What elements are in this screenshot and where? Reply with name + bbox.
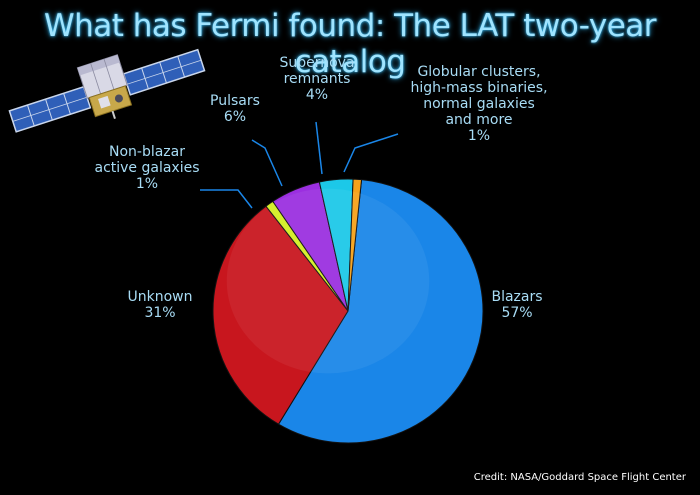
slice-label-line: Supernova	[279, 55, 354, 71]
chart-title: What has Fermi found: The LAT two-year c…	[43, 8, 657, 80]
slice-label-line: 1%	[136, 176, 158, 192]
slice-label-line: Blazars	[491, 289, 542, 305]
leader-line-4	[315, 121, 323, 175]
pie-slice-globular-clusters-high-mass-binaries-normal-galaxies-and-more	[347, 178, 363, 312]
pie-highlight	[226, 188, 430, 374]
slice-label-line: 6%	[224, 109, 246, 125]
pie-slice-unknown	[212, 205, 349, 425]
slice-label-line: normal galaxies	[423, 96, 535, 112]
slice-label-line: and more	[445, 112, 512, 128]
pie-slice-blazars	[277, 179, 484, 444]
slice-label-2: Non-blazar active galaxies 1%	[94, 144, 199, 192]
slice-label-line: Globular clusters,	[417, 64, 540, 80]
slice-label-line: 4%	[306, 87, 328, 103]
leader-lines	[200, 121, 399, 209]
slice-label-line: Pulsars	[210, 93, 260, 109]
slice-label-line: Unknown	[128, 289, 193, 305]
slice-label-line: 1%	[468, 128, 490, 144]
slice-label-line: Non-blazar	[109, 144, 185, 160]
slice-label-1: Unknown 31%	[128, 289, 193, 321]
slice-labels: Blazars 57% Unknown 31% Non-blazar active gal…	[94, 55, 547, 321]
slice-label-4: Supernova remnants 4%	[279, 55, 354, 103]
slice-label-5: Globular clusters, high-mass binaries, nor…	[410, 64, 547, 144]
credit-text: Credit: NASA/Goddard Space Flight Center	[473, 472, 686, 483]
pie-slices	[212, 178, 484, 444]
slice-label-line: remnants	[284, 71, 351, 87]
slice-label-3: Pulsars 6%	[210, 93, 260, 125]
leader-line-2	[200, 189, 253, 209]
leader-line-5	[343, 133, 399, 173]
slice-label-line: high-mass binaries,	[410, 80, 547, 96]
slice-label-line: 31%	[144, 305, 175, 321]
slice-label-0: Blazars 57%	[491, 289, 542, 321]
slice-label-line: active galaxies	[94, 160, 199, 176]
slice-label-line: 57%	[501, 305, 532, 321]
satellite-icon	[8, 48, 206, 133]
leader-line-3	[251, 139, 283, 187]
